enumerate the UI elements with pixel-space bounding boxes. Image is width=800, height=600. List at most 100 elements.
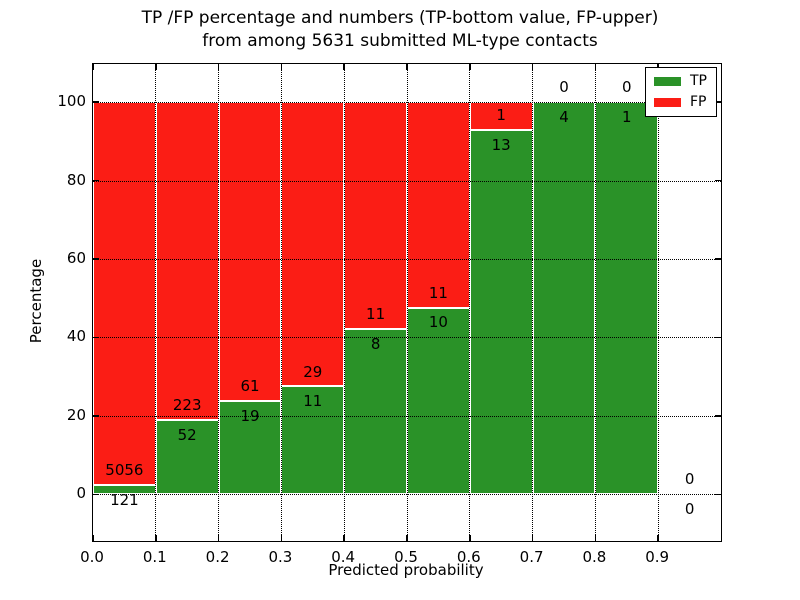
x-tick: [657, 535, 659, 541]
y-tick: [93, 493, 99, 496]
x-tick: [217, 535, 220, 541]
tp-count-label: 4: [559, 107, 569, 126]
x-tick: [531, 64, 534, 70]
tp-bar-segment: [595, 102, 659, 495]
fp-count-label: 0: [559, 78, 569, 97]
fp-count-label: 5056: [105, 461, 144, 480]
y-tick: [715, 101, 721, 103]
plot-area: TP FP 5056 121 223 52 61 19 29 11 11 8 11 10 1 13 0 4 0 1…: [92, 63, 722, 542]
tp-bar-segment: [532, 102, 596, 495]
tp-bar-segment: [469, 130, 533, 495]
tp-swatch-icon: [654, 77, 681, 86]
y-tick: [715, 179, 721, 182]
v-gridline: [532, 64, 534, 541]
v-gridline: [469, 64, 471, 541]
legend-label-tp: TP: [690, 73, 707, 89]
tp-bar-segment: [407, 307, 470, 495]
tp-count-label: 13: [491, 135, 511, 154]
x-tick: [594, 535, 597, 541]
x-tick-label: 0.9: [645, 548, 670, 566]
x-tick: [594, 64, 597, 70]
y-tick: [715, 258, 721, 260]
fp-swatch-icon: [654, 98, 681, 107]
tp-count-label: 0: [684, 500, 695, 519]
y-tick: [715, 415, 721, 417]
fp-count-label: 11: [428, 283, 448, 302]
fp-bar-segment: [155, 102, 219, 421]
chart-title-line2: from among 5631 submitted ML-type contac…: [202, 31, 598, 51]
x-tick-label: 0.2: [205, 548, 230, 566]
y-tick-label: 20: [66, 405, 86, 424]
x-tick: [406, 64, 408, 70]
fp-bar-segment: [93, 102, 156, 486]
fp-count-label: 11: [366, 305, 386, 324]
x-tick-label: 0.7: [519, 548, 544, 566]
x-tick-label: 0.4: [331, 548, 356, 566]
tp-count-label: 8: [370, 335, 381, 354]
chart-title-line1: TP /FP percentage and numbers (TP-bottom…: [141, 8, 659, 28]
fp-count-label: 29: [303, 362, 323, 381]
fp-count-label: 61: [240, 377, 260, 396]
tp-count-label: 1: [622, 107, 632, 126]
x-tick: [531, 535, 534, 541]
fp-count-label: 223: [172, 396, 202, 415]
x-tick-label: 0.3: [268, 548, 293, 566]
fp-bar-segment: [407, 102, 470, 308]
v-gridline: [657, 64, 659, 541]
x-tick: [217, 64, 220, 70]
v-gridline: [343, 64, 345, 541]
x-tick: [406, 535, 408, 541]
legend-item-fp: FP: [654, 95, 707, 110]
v-gridline: [155, 64, 157, 541]
v-gridline: [280, 64, 282, 541]
tp-count-label: 11: [303, 392, 323, 411]
y-tick-label: 100: [57, 92, 86, 111]
x-tick: [343, 535, 345, 541]
x-tick-label: 0.1: [142, 548, 167, 566]
x-tick: [92, 64, 94, 70]
x-tick: [469, 535, 471, 541]
fp-bar-segment: [344, 102, 407, 330]
y-tick-label: 0: [76, 484, 86, 503]
v-gridline: [594, 64, 596, 541]
x-axis-label: Predicted probability: [328, 561, 484, 579]
y-tick-label: 40: [66, 327, 86, 346]
chart-title: TP /FP percentage and numbers (TP-bottom…: [0, 7, 800, 53]
x-tick-label: 0.8: [582, 548, 607, 566]
fp-bar-segment: [281, 102, 345, 387]
x-tick: [92, 535, 94, 541]
x-tick: [155, 535, 157, 541]
fp-count-label: 0: [622, 78, 632, 97]
tp-count-label: 10: [428, 313, 448, 332]
y-tick: [93, 258, 99, 260]
y-tick: [715, 336, 721, 339]
legend-label-fp: FP: [690, 94, 707, 110]
x-tick-label: 0.0: [80, 548, 104, 566]
y-tick-label: 80: [66, 170, 86, 189]
x-tick: [469, 64, 471, 70]
x-tick: [280, 535, 283, 541]
x-tick: [155, 64, 157, 70]
v-gridline: [218, 64, 220, 541]
fp-count-label: 1: [496, 106, 506, 125]
y-tick-label: 60: [66, 248, 86, 267]
y-tick: [93, 179, 99, 182]
y-tick: [715, 493, 721, 496]
fp-count-label: 0: [684, 470, 695, 489]
tp-bar-segment: [155, 420, 219, 495]
y-tick: [93, 101, 99, 103]
x-tick: [343, 64, 345, 70]
y-tick: [93, 415, 99, 417]
x-tick: [280, 64, 283, 70]
y-tick: [93, 336, 99, 339]
tp-count-label: 121: [110, 491, 139, 510]
tp-count-label: 19: [240, 407, 260, 426]
v-gridline: [406, 64, 408, 541]
tp-count-label: 52: [177, 426, 197, 445]
tp-bar-segment: [344, 329, 407, 495]
y-axis-label: Percentage: [27, 258, 45, 344]
legend: TP FP: [645, 67, 717, 117]
legend-item-tp: TP: [654, 74, 707, 89]
tp-bar-segment: [281, 386, 345, 495]
